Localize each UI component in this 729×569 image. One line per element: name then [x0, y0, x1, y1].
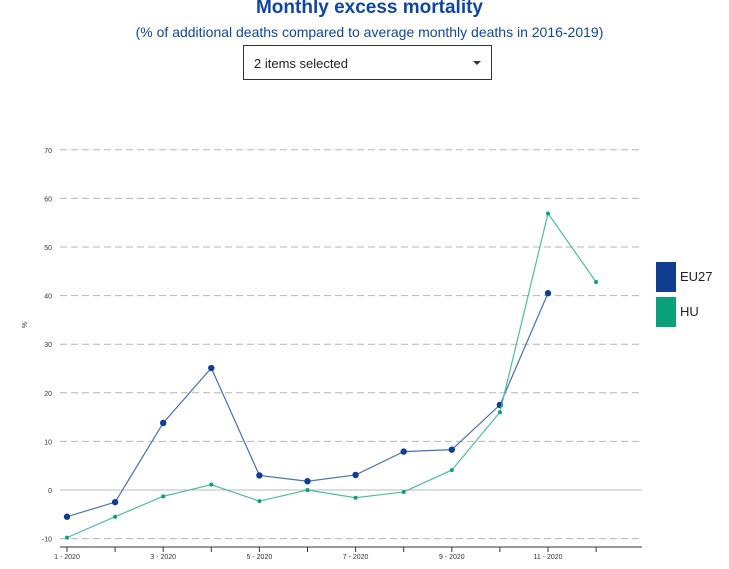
data-point-hu[interactable] [449, 468, 454, 473]
data-point-hu[interactable] [113, 514, 118, 519]
y-tick-label: 20 [44, 391, 52, 398]
series-select-value: 2 items selected [254, 56, 348, 71]
data-point-hu[interactable] [353, 495, 358, 500]
data-point-eu27[interactable] [448, 446, 455, 453]
data-point-hu[interactable] [594, 279, 599, 284]
y-tick-label: 30 [44, 342, 52, 349]
y-axis-title: % [22, 322, 29, 328]
data-point-eu27[interactable] [63, 513, 71, 520]
legend-label: HU [680, 304, 699, 319]
data-point-eu27[interactable] [208, 364, 215, 372]
data-point-eu27[interactable] [544, 289, 552, 297]
series-select-dropdown[interactable]: 2 items selected [243, 45, 492, 80]
data-point-hu[interactable] [257, 499, 262, 504]
legend-swatch [656, 262, 676, 292]
x-tick-label: 11 - 2020 [533, 554, 562, 561]
data-point-eu27[interactable] [160, 419, 167, 427]
y-tick-label: 10 [44, 439, 52, 446]
chart-title: Monthly excess mortality [255, 0, 484, 18]
chevron-down-icon [473, 61, 481, 65]
x-tick-label: 5 - 2020 [247, 554, 273, 561]
x-tick-label: 1 - 2020 [54, 554, 80, 561]
y-tick-label: 70 [44, 148, 52, 155]
data-point-hu[interactable] [65, 535, 69, 540]
series-line-hu [66, 212, 597, 539]
y-tick-label: 40 [44, 294, 52, 301]
data-point-eu27[interactable] [352, 471, 359, 479]
data-point-eu27[interactable] [256, 472, 263, 479]
legend-swatch [656, 297, 676, 327]
data-point-hu[interactable] [209, 482, 214, 487]
data-point-eu27[interactable] [111, 498, 119, 506]
x-tick-label: 3 - 2020 [150, 554, 176, 561]
data-point-hu[interactable] [546, 211, 550, 216]
y-tick-label: 60 [44, 196, 52, 203]
data-point-hu[interactable] [161, 494, 166, 499]
data-point-hu[interactable] [305, 488, 310, 492]
y-tick-label: -10 [42, 537, 52, 544]
chart-subtitle: (% of additional deaths compared to aver… [135, 24, 604, 40]
data-point-eu27[interactable] [400, 448, 407, 455]
data-point-hu[interactable] [401, 489, 406, 494]
legend-label: EU27 [680, 269, 713, 284]
y-tick-label: 0 [48, 488, 52, 495]
data-point-hu[interactable] [497, 410, 502, 415]
x-tick-label: 7 - 2020 [343, 554, 369, 561]
y-tick-label: 50 [44, 245, 52, 252]
data-point-eu27[interactable] [304, 478, 311, 485]
x-tick-label: 9 - 2020 [439, 554, 465, 561]
